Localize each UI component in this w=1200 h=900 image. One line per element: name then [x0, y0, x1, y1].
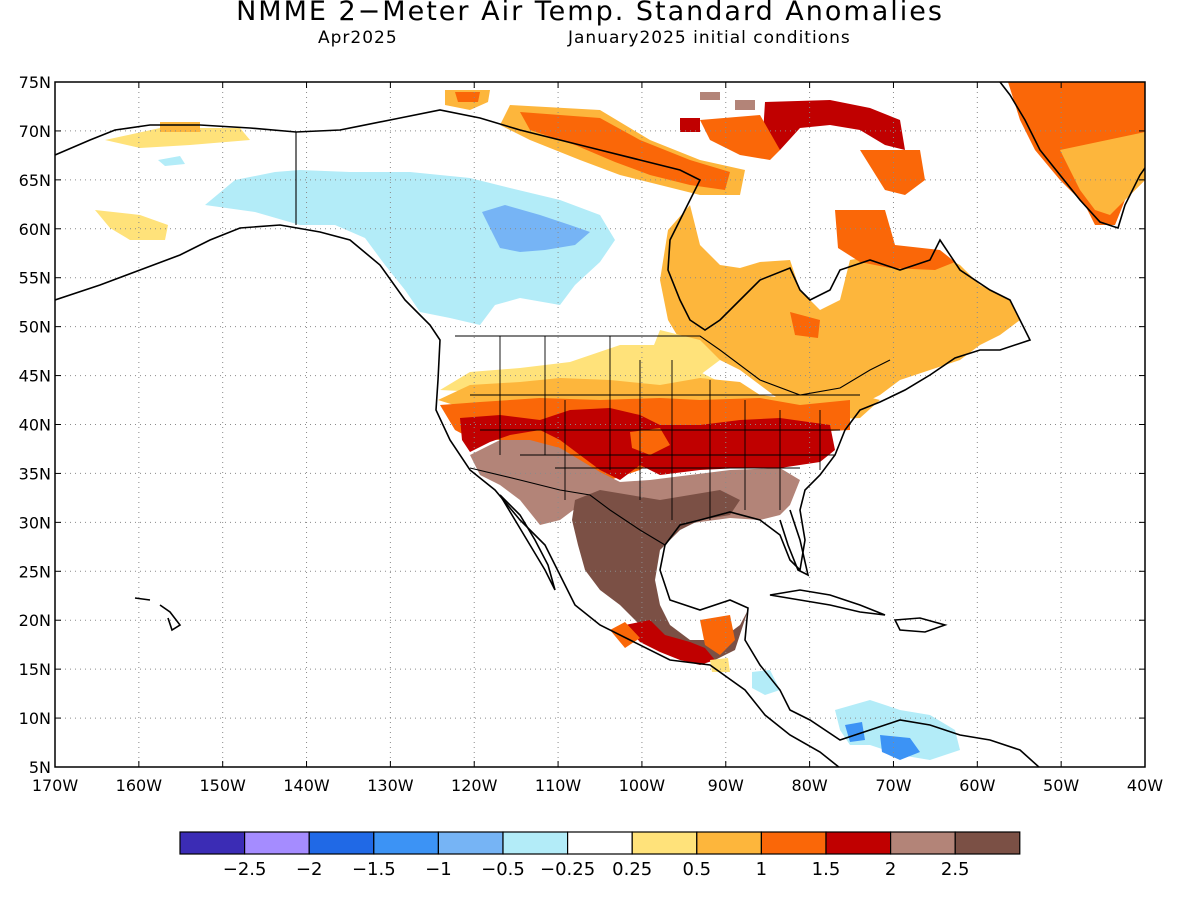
lat-label: 35N: [19, 464, 51, 483]
arctic-warm-4: [520, 112, 730, 190]
quebec-strong-warm: [790, 210, 955, 338]
us-canada-border: [455, 335, 891, 396]
lon-label: 40W: [1127, 776, 1163, 795]
colorbar: −2.5 −2 −1.5 −1 −0.5 −0.25 0.25 0.5 1 1.5 2 2.5: [179, 831, 1021, 880]
lat-label: 10N: [19, 709, 51, 728]
colorbar-swatch: [825, 831, 892, 855]
lon-label: 170W: [32, 776, 79, 795]
us-mexico-border: [469, 467, 666, 546]
lon-label: 150W: [200, 776, 247, 795]
colorbar-swatch: [244, 831, 310, 855]
cuba: [769, 589, 886, 616]
lat-label: 25N: [19, 562, 51, 581]
hispaniola: [893, 617, 948, 633]
baffin-strong-warm: [680, 100, 905, 150]
lat-label: 55N: [19, 269, 51, 288]
greenland-coast: [999, 82, 1145, 230]
greenland-moderate-anomaly: [1060, 132, 1145, 215]
colorbar-label: −1.5: [352, 859, 396, 880]
plains-yellow: [440, 345, 720, 395]
lat-label: 40N: [19, 416, 51, 435]
florida: [779, 509, 810, 577]
pacific-coast: [55, 224, 841, 767]
anomaly-fields: [95, 82, 1145, 760]
lat-label: 70N: [19, 122, 51, 141]
colorbar-label: 0.5: [682, 859, 711, 880]
lat-label: 45N: [19, 367, 51, 386]
lon-label: 100W: [619, 776, 666, 795]
valid-month: Apr2025: [318, 28, 398, 48]
colorbar-swatch: [373, 831, 439, 855]
colorbar-swatch: [308, 831, 375, 855]
colorbar-swatch: [502, 831, 569, 855]
lat-label: 30N: [19, 513, 51, 532]
colorbar-label: −2.5: [223, 859, 267, 880]
hawaii-islands: [134, 597, 182, 632]
mexico-south-orange: [610, 615, 735, 655]
colorbar-label: −0.5: [481, 859, 525, 880]
lat-label: 50N: [19, 318, 51, 337]
colorbar-label: 2.5: [941, 859, 970, 880]
colombia-cool-core: [845, 722, 920, 760]
colorbar-label: 2: [885, 859, 896, 880]
guatemala-yellow: [710, 658, 730, 672]
graticule: [55, 82, 1145, 767]
colorbar-label: −0.25: [540, 859, 595, 880]
colorbar-label: −1: [425, 859, 452, 880]
lon-label: 70W: [875, 776, 911, 795]
lon-label: 110W: [535, 776, 582, 795]
colorbar-swatch: [631, 831, 698, 855]
political-boundaries: [295, 132, 891, 546]
colorbar-swatch: [566, 831, 633, 855]
mexico-south-red: [625, 620, 715, 665]
lon-label: 140W: [283, 776, 330, 795]
lon-label: 50W: [1043, 776, 1079, 795]
colorbar-label: 1: [756, 859, 767, 880]
lat-label: 15N: [19, 660, 51, 679]
baffin-warm: [700, 115, 925, 195]
colorbar-swatch: [760, 831, 827, 855]
us-state-lines: [470, 336, 860, 520]
central-america-cool: [752, 670, 960, 760]
alaska-north-warm: [105, 128, 250, 148]
lon-label: 160W: [116, 776, 163, 795]
colorbar-label: −2: [296, 859, 323, 880]
arctic-warm-2: [455, 92, 480, 102]
colorbar-label: 1.5: [812, 859, 841, 880]
lat-label: 75N: [19, 73, 51, 92]
lat-label: 60N: [19, 220, 51, 239]
colorbar-swatch: [696, 831, 762, 855]
lat-label: 65N: [19, 171, 51, 190]
longitude-axis: 170W 160W 150W 140W 130W 120W 110W 100W 90W 80W 70…: [32, 82, 1163, 795]
north-america-west-coast: [55, 109, 1041, 767]
lon-label: 90W: [708, 776, 744, 795]
baja-california: [499, 494, 556, 591]
latitude-axis: 75N 70N 65N 60N 55N 50N 45N 40N 35N 30N 25N 20N 15N 1…: [19, 73, 1145, 777]
baffin-brown: [700, 92, 755, 110]
colorbar-label: 0.25: [612, 859, 652, 880]
mexico-dark-brown: [572, 490, 748, 660]
alaska-sw-warm: [95, 210, 168, 240]
colorbar-swatch: [437, 831, 504, 855]
lat-label: 20N: [19, 611, 51, 630]
initial-conditions: January2025 initial conditions: [568, 28, 851, 48]
lat-label: 5N: [29, 758, 51, 777]
map-title: NMME 2−Meter Air Temp. Standard Anomalie…: [236, 0, 944, 27]
lon-label: 60W: [959, 776, 995, 795]
colorbar-swatch: [889, 831, 956, 855]
coastlines: [55, 82, 1145, 767]
colorbar-swatch: [954, 831, 1021, 855]
colorbar-swatch: [179, 831, 246, 855]
lon-label: 130W: [367, 776, 414, 795]
alaska-small-cool: [158, 156, 185, 166]
lon-label: 120W: [451, 776, 498, 795]
lon-label: 80W: [792, 776, 828, 795]
